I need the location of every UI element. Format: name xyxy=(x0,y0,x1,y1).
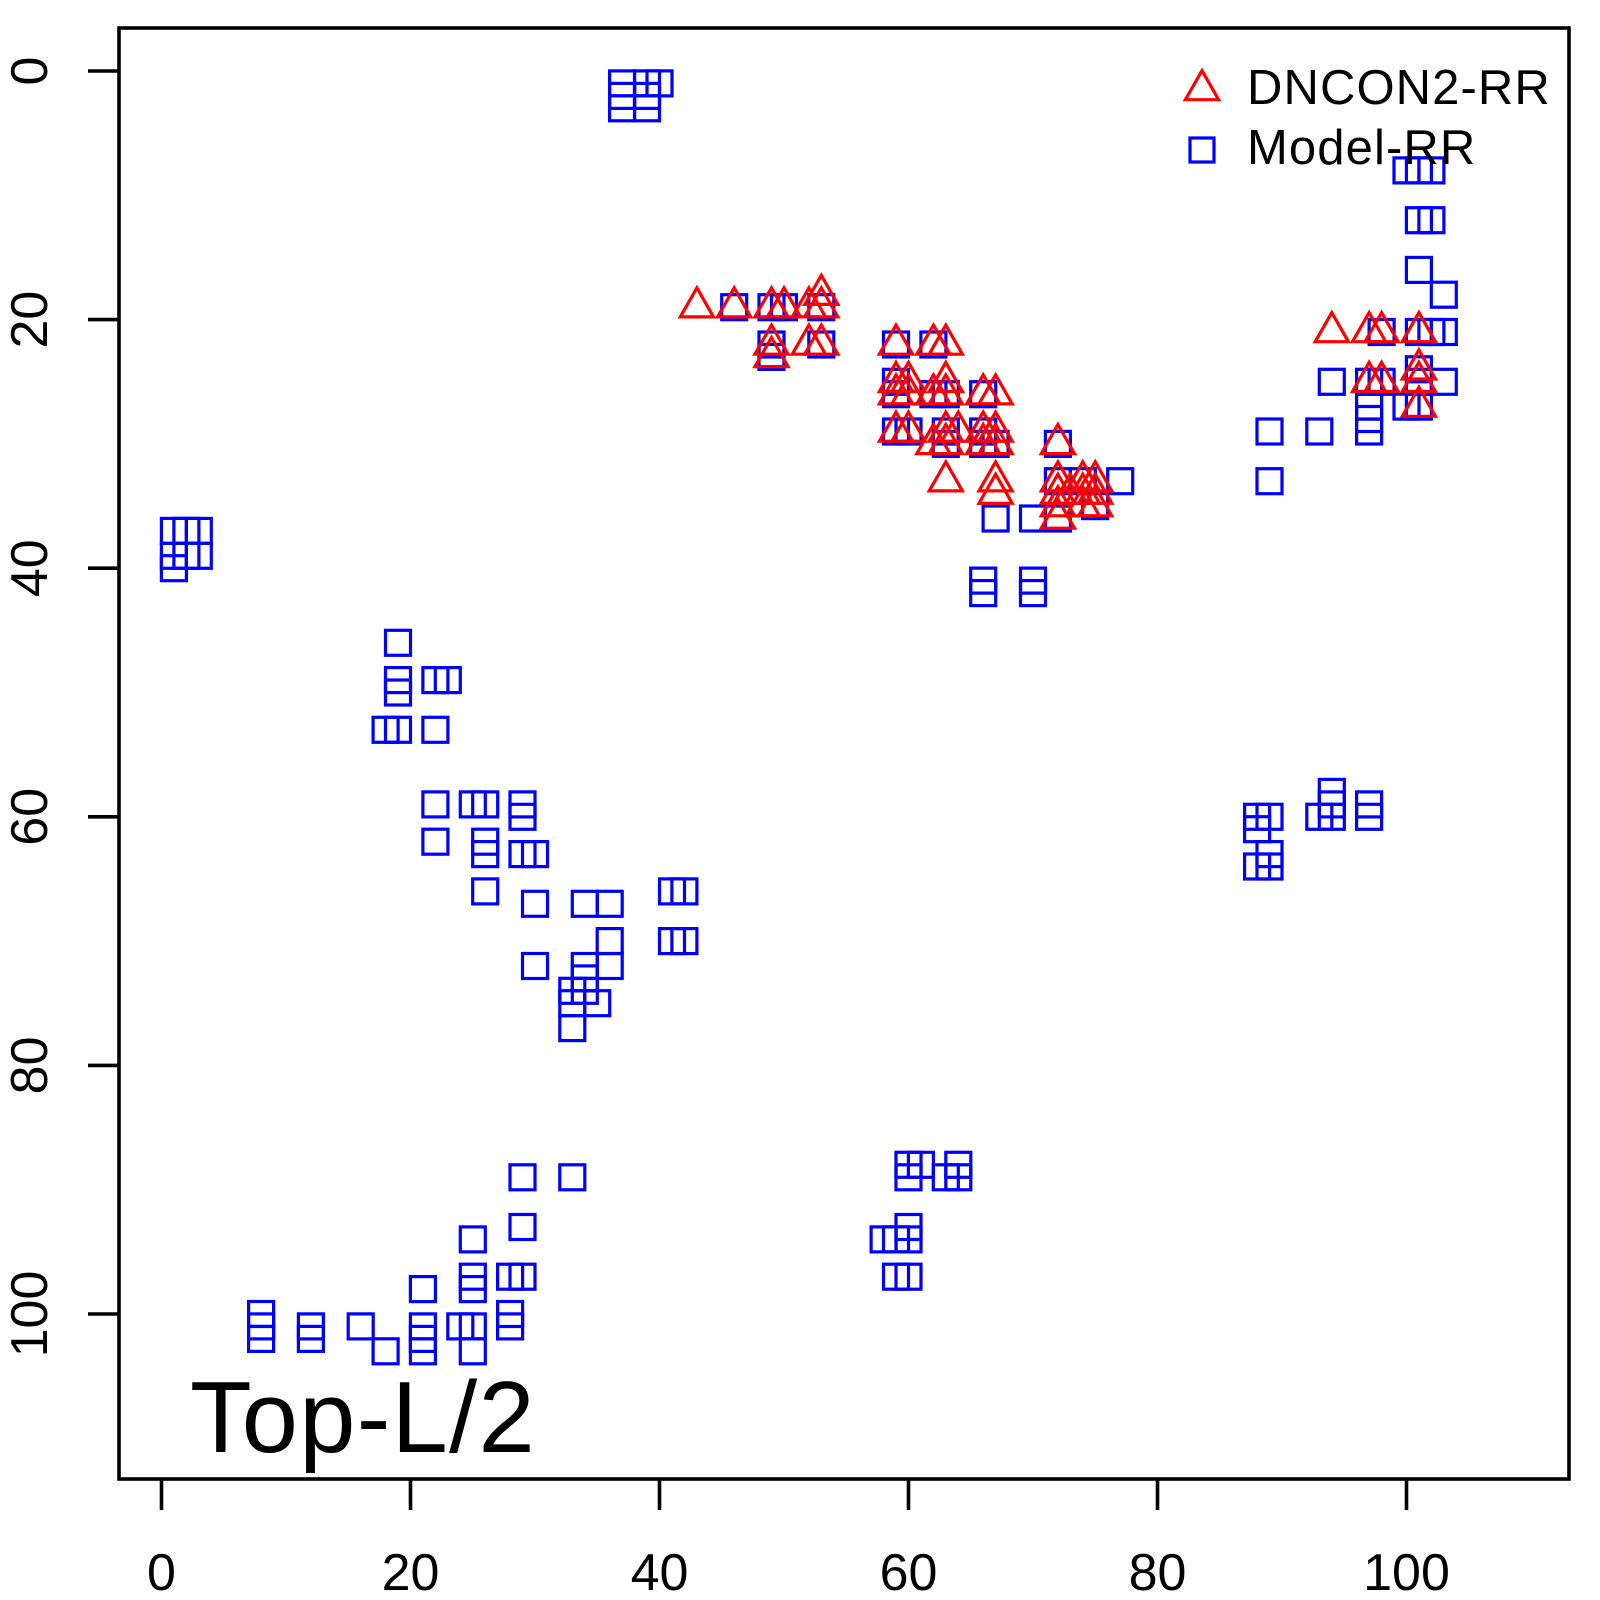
svg-text:40: 40 xyxy=(1,539,59,597)
svg-text:40: 40 xyxy=(631,1544,689,1600)
svg-text:0: 0 xyxy=(147,1544,176,1600)
svg-text:100: 100 xyxy=(1363,1544,1450,1600)
svg-text:0: 0 xyxy=(1,57,59,86)
svg-text:Model-RR: Model-RR xyxy=(1247,121,1476,175)
svg-text:Top-L/2: Top-L/2 xyxy=(190,1362,536,1474)
svg-text:20: 20 xyxy=(1,291,59,349)
svg-text:100: 100 xyxy=(1,1271,59,1358)
svg-text:DNCON2-RR: DNCON2-RR xyxy=(1247,61,1551,115)
svg-text:80: 80 xyxy=(1129,1544,1187,1600)
svg-text:60: 60 xyxy=(880,1544,938,1600)
svg-text:80: 80 xyxy=(1,1036,59,1094)
svg-text:60: 60 xyxy=(1,788,59,846)
svg-text:20: 20 xyxy=(382,1544,440,1600)
